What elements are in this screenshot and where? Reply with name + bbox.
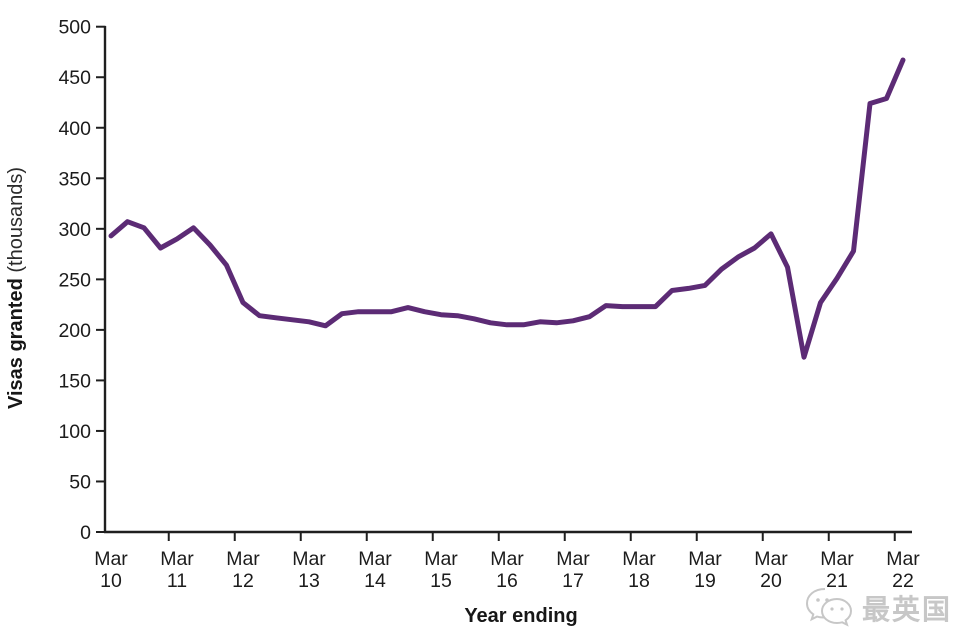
y-tick-label: 0 [80,522,91,544]
y-axis-title-main: Visas granted [5,278,27,409]
x-tick-label: Mar 16 [490,548,524,592]
x-tick-label: Mar 15 [424,548,458,592]
y-axis-title: Visas granted (thousands) [5,167,27,409]
y-tick-label: 500 [58,17,91,39]
x-tick-label: Mar 11 [160,548,194,592]
x-tick-label: Mar 18 [622,548,656,592]
x-axis-tick-labels: Mar 10 Mar 11 Mar 12 Mar 13 Mar 14 Mar 15 Mar 16 Mar 17… [94,548,920,592]
watermark: 最英国 [804,586,952,630]
y-tick-label: 350 [58,168,91,190]
wechat-icon [805,588,852,627]
y-axis-title-unit: (thousands) [5,167,27,273]
x-tick-label: Mar 12 [226,548,260,592]
y-tick-label: 150 [58,370,91,392]
x-tick-label: Mar 19 [688,548,722,592]
y-tick-label: 300 [58,219,91,241]
x-axis-title: Year ending [464,605,577,627]
x-tick-label: Mar 22 [886,548,920,592]
visas-series-line [108,57,906,360]
x-tick-label: Mar 17 [556,548,590,592]
x-tick-label: Mar 14 [358,548,392,592]
y-tick-label: 200 [58,320,91,342]
y-tick-label: 250 [58,269,91,291]
y-tick-label: 450 [58,67,91,89]
y-tick-label: 400 [58,118,91,140]
y-axis-tick-labels: 0 50 100 150 200 250 300 350 400 450 500 [58,17,91,544]
watermark-text: 最英国 [861,594,952,625]
x-tick-label: Mar 10 [94,548,128,592]
y-tick-label: 100 [58,421,91,443]
x-tick-label: Mar 20 [754,548,788,592]
x-tick-label: Mar 21 [820,548,854,592]
x-axis-ticks [167,532,896,541]
x-tick-label: Mar 13 [292,548,326,592]
y-tick-label: 50 [69,471,91,493]
